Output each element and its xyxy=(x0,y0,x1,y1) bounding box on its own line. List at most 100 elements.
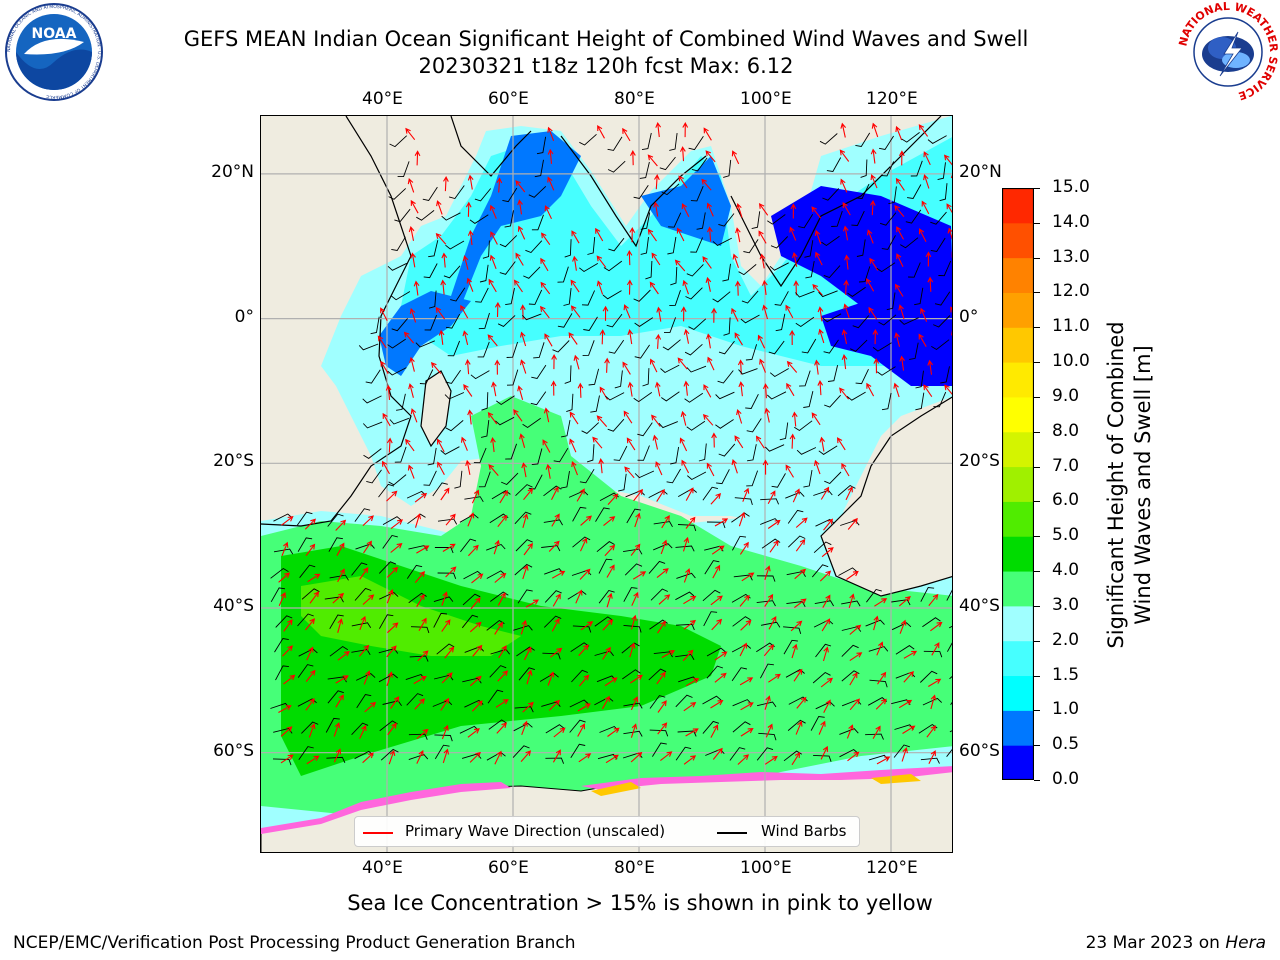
wind-barb xyxy=(653,651,673,658)
wave-direction-arrow xyxy=(876,756,891,765)
wave-direction-arrow xyxy=(337,651,350,661)
colorbar-tick-mark xyxy=(1034,640,1040,642)
wave-direction-arrow xyxy=(416,749,424,764)
wave-direction-arrow xyxy=(764,695,771,710)
colorbar-tick-mark xyxy=(1034,710,1040,712)
wave-direction-arrow xyxy=(823,699,831,714)
wave-direction-arrow xyxy=(386,671,393,686)
wave-direction-arrow xyxy=(441,724,449,740)
wind-barb xyxy=(362,421,383,429)
wind-barb xyxy=(824,394,841,408)
wind-barb xyxy=(351,562,368,576)
wind-barb xyxy=(356,672,376,681)
wave-direction-arrow xyxy=(630,723,638,738)
wave-direction-arrow xyxy=(386,645,397,658)
wave-direction-arrow xyxy=(283,674,296,685)
wave-direction-arrow xyxy=(845,486,853,501)
wave-direction-arrow xyxy=(656,306,662,322)
wave-direction-arrow xyxy=(791,251,798,267)
wave-direction-arrow xyxy=(792,488,800,503)
wind-barb xyxy=(447,340,461,357)
wave-direction-arrow xyxy=(876,641,884,656)
wave-direction-arrow xyxy=(487,334,498,347)
map-panel xyxy=(260,115,953,853)
wave-direction-arrow xyxy=(706,226,713,242)
wind-barb xyxy=(461,614,479,629)
wind-barb xyxy=(569,719,586,733)
wave-direction-arrow xyxy=(681,203,690,217)
wind-barb xyxy=(272,758,292,766)
wave-direction-arrow xyxy=(762,459,769,475)
wind-barb xyxy=(408,753,429,761)
wave-direction-arrow xyxy=(441,619,451,632)
wind-barb xyxy=(416,210,435,221)
wave-direction-arrow xyxy=(308,723,316,738)
wave-direction-arrow xyxy=(525,599,539,608)
wind-barb xyxy=(653,521,673,528)
wind-barb xyxy=(514,511,532,525)
wave-direction-arrow xyxy=(333,722,341,737)
wind-barb xyxy=(607,136,623,151)
wave-direction-arrow xyxy=(899,355,905,371)
wind-barb xyxy=(450,287,466,302)
wave-direction-arrow xyxy=(440,487,450,501)
wave-direction-arrow xyxy=(764,593,774,607)
lat-tick-right: 40°S xyxy=(959,596,1000,616)
wind-barb xyxy=(602,290,622,300)
lon-tick-top: 40°E xyxy=(362,89,403,109)
wind-barb xyxy=(799,370,811,387)
wind-barb xyxy=(662,339,681,351)
wave-direction-arrow xyxy=(655,333,662,349)
wave-direction-arrow xyxy=(951,330,952,336)
wind-barb xyxy=(718,340,735,355)
wind-barb xyxy=(688,318,707,331)
wave-direction-arrow xyxy=(520,750,532,762)
wave-direction-arrow xyxy=(335,519,347,531)
wind-barb xyxy=(661,391,680,402)
colorbar-segment xyxy=(1002,222,1034,259)
wave-direction-arrow xyxy=(499,490,508,504)
wind-barb xyxy=(478,312,490,330)
wind-barb xyxy=(470,370,490,380)
wave-direction-arrow xyxy=(414,513,422,528)
wind-barb xyxy=(746,470,759,487)
wind-barb xyxy=(528,474,543,490)
wave-direction-arrow xyxy=(736,202,743,218)
wave-direction-arrow xyxy=(685,487,694,501)
wave-direction-arrow xyxy=(571,461,579,476)
wind-barb xyxy=(428,290,437,309)
wave-direction-arrow xyxy=(872,328,879,345)
wave-direction-arrow xyxy=(930,621,943,632)
wave-direction-arrow xyxy=(714,651,728,661)
wind-barb xyxy=(841,644,859,657)
wave-direction-arrow xyxy=(674,259,686,272)
wave-direction-arrow xyxy=(488,464,499,476)
wind-barb xyxy=(872,342,892,352)
wind-barb xyxy=(440,446,460,455)
wind-barb xyxy=(740,314,760,324)
wind-barb xyxy=(826,157,842,172)
ocean-blue-bengal xyxy=(641,156,731,246)
wave-direction-arrow xyxy=(604,357,610,373)
wind-barb xyxy=(811,564,829,578)
colorbar-segment xyxy=(1002,571,1034,607)
wind-barb xyxy=(274,638,289,653)
wind-barbs-legend-line xyxy=(717,832,747,834)
wave-direction-arrow xyxy=(336,542,345,556)
wave-direction-arrow xyxy=(811,412,821,426)
sea-ice-caption: Sea Ice Concentration > 15% is shown in … xyxy=(347,891,933,915)
wave-direction-arrow xyxy=(814,359,820,375)
wave-direction-arrow xyxy=(629,642,636,658)
wind-barb xyxy=(566,393,574,413)
wind-barb xyxy=(409,655,429,662)
wave-direction-arrow xyxy=(785,464,794,478)
wind-barb xyxy=(552,340,570,353)
wave-direction-arrow xyxy=(548,540,560,552)
wind-barb xyxy=(481,392,489,411)
wind-barb xyxy=(444,392,465,400)
wind-barb xyxy=(930,237,946,252)
wind-barb xyxy=(822,188,840,201)
wave-direction-arrow xyxy=(496,722,507,734)
wave-direction-arrow xyxy=(390,696,400,709)
ocean-blue-arabian xyxy=(451,131,581,306)
